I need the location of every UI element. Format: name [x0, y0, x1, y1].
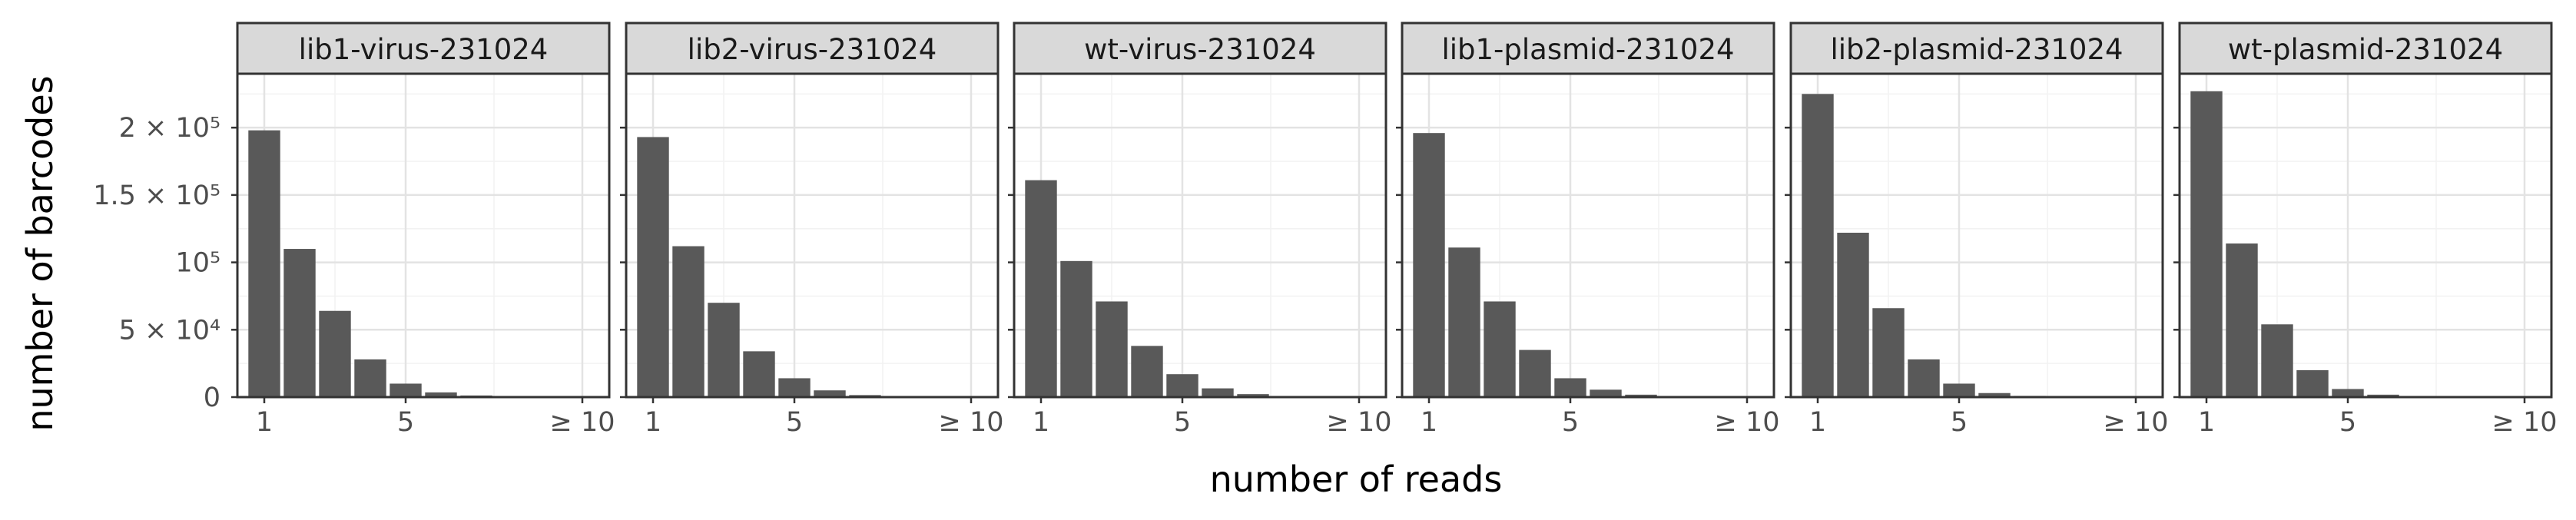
x-tick-label: 5	[1562, 407, 1579, 438]
y-tick-label: 1.5 × 10⁵	[93, 181, 220, 211]
facet-strip	[625, 22, 1000, 75]
bar	[2332, 389, 2364, 397]
facet-panel: lib2-virus-231024 1 5 ≥ 10	[620, 22, 1004, 438]
bar	[708, 303, 740, 397]
facet-panel: wt-virus-231024 1 5 ≥ 10	[1008, 22, 1392, 438]
x-tick-label: 1	[1033, 407, 1049, 438]
y-tick-label: 10⁵	[175, 248, 220, 279]
bar	[1131, 346, 1163, 397]
facet-strip	[1013, 22, 1387, 75]
x-tick-label: 5	[1951, 407, 1968, 438]
bar	[1237, 394, 1269, 397]
bar	[354, 359, 386, 397]
bar	[1202, 388, 1234, 397]
bar	[2296, 369, 2329, 397]
y-tick-label: 0	[204, 383, 220, 413]
bar	[2261, 324, 2293, 397]
bar	[390, 383, 422, 397]
bar	[2367, 394, 2399, 397]
bar	[1872, 308, 1905, 397]
facet-panel: wt-plasmid-231024 1 5 ≥ 10	[2173, 22, 2558, 438]
bar	[1519, 349, 1551, 397]
bar	[1060, 260, 1092, 397]
facet-strip	[1789, 22, 2164, 75]
bar	[778, 378, 811, 397]
x-tick-label: 1	[256, 407, 273, 438]
y-tick-label: 5 × 10⁴	[119, 315, 220, 346]
bar	[1943, 383, 1975, 397]
facet-strip-label: wt-plasmid-231024	[2228, 33, 2503, 66]
bar	[1096, 301, 1128, 397]
x-tick-label: 5	[2339, 407, 2356, 438]
bar	[2190, 91, 2223, 397]
y-axis: 0 5 × 10⁴ 10⁵ 1.5 × 10⁵ 2 × 10⁵	[93, 113, 220, 413]
bar	[637, 137, 669, 397]
bar	[1978, 392, 2011, 397]
x-tick-label: ≥ 10	[550, 407, 615, 438]
bar	[814, 390, 846, 397]
bar	[1166, 374, 1198, 397]
bar	[248, 130, 280, 398]
facet-strip-label: lib1-virus-231024	[299, 33, 549, 66]
x-tick-label: 5	[1174, 407, 1191, 438]
bar	[1837, 232, 1869, 397]
x-tick-label: 5	[397, 407, 414, 438]
bar	[1484, 301, 1516, 397]
x-tick-label: ≥ 10	[1327, 407, 1392, 438]
bar	[1025, 180, 1057, 397]
x-tick-label: ≥ 10	[2492, 407, 2558, 438]
x-tick-label: 1	[1809, 407, 1826, 438]
x-tick-label: 1	[645, 407, 661, 438]
facet-panel: lib2-plasmid-231024 1 5 ≥ 10	[1785, 22, 2169, 438]
x-tick-label: 5	[786, 407, 803, 438]
y-tick-label: 2 × 10⁵	[119, 113, 220, 144]
x-tick-label: ≥ 10	[939, 407, 1004, 438]
bar	[283, 249, 316, 397]
facet-panel: lib1-plasmid-231024 1 5 ≥ 10	[1396, 22, 1780, 438]
facet-strip-label: wt-virus-231024	[1084, 33, 1316, 66]
x-axis-title: number of reads	[1210, 459, 1503, 500]
bar	[672, 246, 705, 397]
facet-strip	[2178, 22, 2553, 75]
facet-strip-label: lib2-plasmid-231024	[1830, 33, 2123, 66]
bar	[1590, 389, 1622, 397]
bar	[1802, 94, 1834, 397]
x-tick-label: 1	[1421, 407, 1437, 438]
bar	[2226, 243, 2258, 397]
facet-strip	[236, 22, 611, 75]
facet-strip	[1401, 22, 1775, 75]
bar	[1908, 359, 1940, 397]
x-tick-label: 1	[2198, 407, 2215, 438]
bar	[425, 392, 457, 397]
facet-strip-label: lib1-plasmid-231024	[1441, 33, 1734, 66]
facet-strip-label: lib2-virus-231024	[688, 33, 937, 66]
bar	[1448, 247, 1480, 397]
y-axis-title: number of barcodes	[19, 75, 61, 431]
bar	[1413, 133, 1445, 397]
bar	[319, 310, 351, 397]
x-tick-label: ≥ 10	[2104, 407, 2169, 438]
bar	[1554, 378, 1586, 397]
x-tick-label: ≥ 10	[1715, 407, 1780, 438]
bar	[1625, 394, 1657, 397]
bar	[743, 351, 775, 397]
facet-panel: lib1-virus-231024 1 5 ≥ 10	[231, 22, 615, 438]
